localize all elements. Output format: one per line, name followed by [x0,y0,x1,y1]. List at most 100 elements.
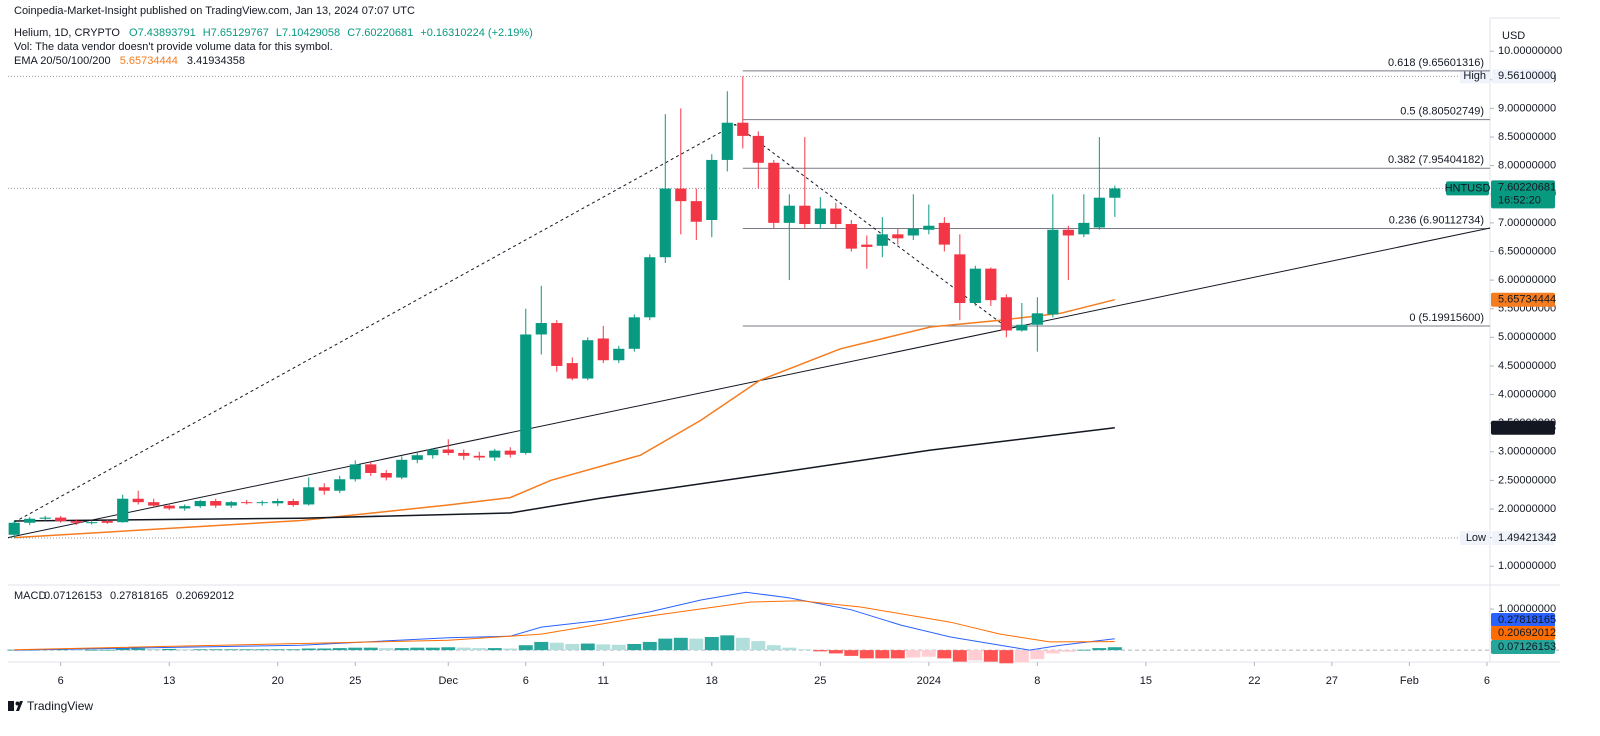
candle-body [70,521,82,523]
x-tick-label: 20 [272,675,284,687]
ema-legend: EMA 20/50/100/200 5.65734444 3.41934358 [14,55,245,67]
y-tick-label: 4.50000000 [1498,360,1556,372]
candle-body [194,501,206,507]
logo-slash [16,701,23,711]
candle-body [241,502,253,504]
price-badge [1491,180,1555,209]
macd-badge-value: 0.27818165 [1498,614,1556,626]
candle-body [985,268,997,301]
extreme-badge [1492,530,1554,545]
candle-body [597,338,609,361]
candle-body [334,479,346,491]
macd-badge-value: 0.20692012 [1498,627,1556,639]
ohlc-change: +0.16310224 (+2.19%) [420,27,533,39]
macd-legend-value: 0.07126153 [44,590,102,602]
candle-body [318,487,330,491]
footer-brand: TradingView [27,699,93,713]
histogram-bar [255,649,270,651]
price-badge-value: 7.60220681 [1498,181,1556,193]
histogram-bar [503,648,518,651]
histogram-bar [1030,650,1045,660]
candle-body [39,517,51,519]
macd-legend-value: 0.20692012 [176,590,234,602]
candle-body [303,487,315,505]
histogram-bar [673,637,688,651]
x-tick-label: Dec [438,675,458,687]
histogram-bar [193,649,208,651]
histogram-bar [301,648,316,651]
y-tick-label: 1.00000000 [1498,603,1556,615]
y-tick-label: 6.00000000 [1498,274,1556,286]
candle-body [1093,197,1105,228]
histogram-bar [441,647,456,651]
candle-body [442,449,454,453]
candle-body [737,122,749,136]
x-tick-label: 27 [1326,675,1338,687]
candle-body [644,257,656,318]
histogram-bar [999,650,1014,664]
histogram-bar [627,643,642,651]
candle-body [1078,222,1090,235]
candle-body [8,522,20,535]
candle-body [830,208,842,225]
macd-badge-value: 0.07126153 [1498,641,1556,653]
candle-body [24,518,36,523]
histogram-bar [534,641,549,651]
histogram-bar [239,649,254,651]
candle-body [1062,229,1074,236]
candle-body [349,464,361,480]
candle-body [504,450,516,455]
histogram-bar [875,650,890,659]
x-tick-label: 6 [523,675,529,687]
histogram-bar [859,650,874,659]
histogram-bar [270,649,285,651]
fib-label: 0.5 (8.80502749) [1400,105,1484,117]
candle-body [163,505,175,509]
histogram-bar [162,648,177,651]
histogram-bar [456,647,471,651]
histogram-bar [983,650,998,662]
y-tick-label: 9.00000000 [1498,102,1556,114]
candle-body [179,506,191,509]
ohlc-close: C7.60220681 [347,27,413,39]
histogram-bar [1107,647,1122,651]
histogram-bar [332,648,347,651]
histogram-bar [100,649,115,651]
candle-body [489,450,501,458]
candle-body [752,135,764,163]
ema-badge-value: 5.65734444 [1498,294,1556,306]
candle-body [101,521,113,523]
x-tick-label: 6 [1484,675,1490,687]
histogram-bar [658,638,673,651]
candle-body [210,501,222,506]
macd-legend-value: 0.27818165 [110,590,168,602]
candle-body [892,234,904,239]
histogram-bar [890,650,905,659]
macd-badge [1491,640,1555,654]
trend-line [7,227,1491,539]
candle-body [954,254,966,304]
y-tick-label: 10.00000000 [1498,45,1562,57]
histogram-bar [146,648,161,651]
symbol-badge [1446,181,1489,196]
histogram-bar [751,641,766,651]
ema-200-value: 3.41934358 [187,55,245,67]
x-tick-label: 15 [1140,675,1152,687]
y-tick-label: 8.50000000 [1498,131,1556,143]
ema-badge [1491,292,1555,307]
y-tick-label: 7.00000000 [1498,217,1556,229]
histogram-bar [968,650,983,661]
ema-line [14,298,1115,539]
candle-body [876,234,888,246]
candle-body [86,522,98,524]
ema-line [14,427,1115,522]
candle-body [628,317,640,349]
candle-body [256,502,268,504]
y-tick-label: 3.00000000 [1498,446,1556,458]
candle-body [938,222,950,245]
x-tick-label: Feb [1400,675,1419,687]
fib-swing-line [13,123,1007,523]
histogram-bar [286,649,301,651]
symbol-legend: Helium, 1D, CRYPTO O7.43893791 H7.651297… [14,27,533,39]
